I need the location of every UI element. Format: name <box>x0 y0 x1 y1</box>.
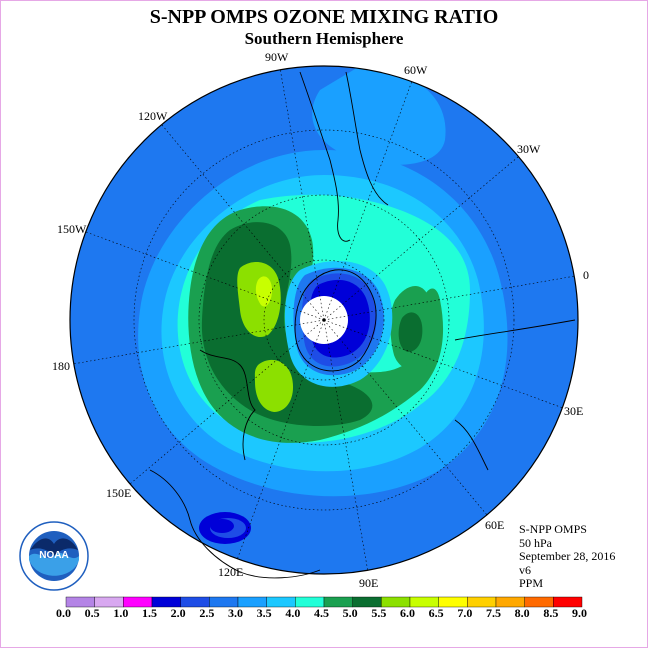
meridian-grid <box>72 67 576 573</box>
lon-label-60w: 60W <box>404 63 428 77</box>
colorbar-tick-label: 6.5 <box>428 606 444 620</box>
colorbar-tick-label: 2.5 <box>199 606 215 620</box>
info-units: PPM <box>519 576 544 590</box>
antarctica-coast <box>294 269 377 372</box>
info-block: S-NPP OMPS 50 hPa September 28, 2016 v6 … <box>519 522 616 591</box>
map-boundary <box>69 65 579 575</box>
info-level: 50 hPa <box>519 535 552 550</box>
colorbar-tick-label: 4.5 <box>314 606 329 620</box>
lon-label-90e: 90E <box>359 576 379 590</box>
lon-label-60e: 60E <box>485 518 505 532</box>
colorbar-tick-label: 8.0 <box>514 606 530 620</box>
south-america-coast <box>299 71 351 242</box>
coastlines <box>149 71 576 579</box>
colorbar-tick-label: 8.5 <box>543 606 559 620</box>
contour-6.0 <box>255 276 272 307</box>
colorbar-tick-label: 9.0 <box>572 606 587 620</box>
lon-label-90w: 90W <box>265 50 289 64</box>
map-title: S-NPP OMPS OZONE MIXING RATIO <box>149 6 499 28</box>
colorbar-tick-label: 7.0 <box>457 606 473 620</box>
new-zealand-region <box>199 349 256 461</box>
lon-label-30e: 30E <box>564 404 584 418</box>
colorbar-tick-label: 7.5 <box>486 606 501 620</box>
latitude-grid <box>133 129 515 511</box>
contour-5.5-b <box>254 359 294 412</box>
colorbar-tick-label: 4.0 <box>285 606 301 620</box>
madagascar-region <box>454 419 489 471</box>
lon-label-120e: 120E <box>218 565 244 579</box>
colorbar-tick-label: 0.5 <box>84 606 100 620</box>
info-date: September 28, 2016 <box>519 549 616 563</box>
contour-1.5-core <box>210 519 234 533</box>
colorbar-tick-label: 0.0 <box>56 606 71 620</box>
contour-3.0-north <box>312 66 446 165</box>
lon-label-0: 0 <box>583 268 589 282</box>
contour-5.0-east <box>398 312 423 352</box>
colorbar-tick-label: 1.5 <box>142 606 157 620</box>
map-subtitle: Southern Hemisphere <box>244 29 404 48</box>
noaa-logo: NOAA <box>19 521 89 591</box>
colorbar-tick-label: 5.0 <box>342 606 358 620</box>
colorbar-tick-label: 6.0 <box>400 606 415 620</box>
africa-south-coast <box>454 319 576 341</box>
lon-label-180: 180 <box>52 359 70 373</box>
lon-label-30w: 30W <box>517 142 541 156</box>
colorbar-tick-label: 5.5 <box>371 606 387 620</box>
colorbar-tick-label: 1.0 <box>113 606 129 620</box>
colorbar-tick-label: 3.0 <box>228 606 243 620</box>
lon-label-120w: 120W <box>138 109 168 123</box>
colorbar-tick-label: 2.0 <box>170 606 186 620</box>
logo-wordmark: NOAA <box>39 550 68 561</box>
australia-coast <box>149 469 321 579</box>
colorbar-tick-label: 3.5 <box>256 606 272 620</box>
south-america-east-coast <box>345 71 389 206</box>
info-product: S-NPP OMPS <box>519 522 587 536</box>
lon-label-150e: 150E <box>106 486 132 500</box>
info-version: v6 <box>519 562 531 577</box>
lon-label-150w: 150W <box>57 222 87 236</box>
